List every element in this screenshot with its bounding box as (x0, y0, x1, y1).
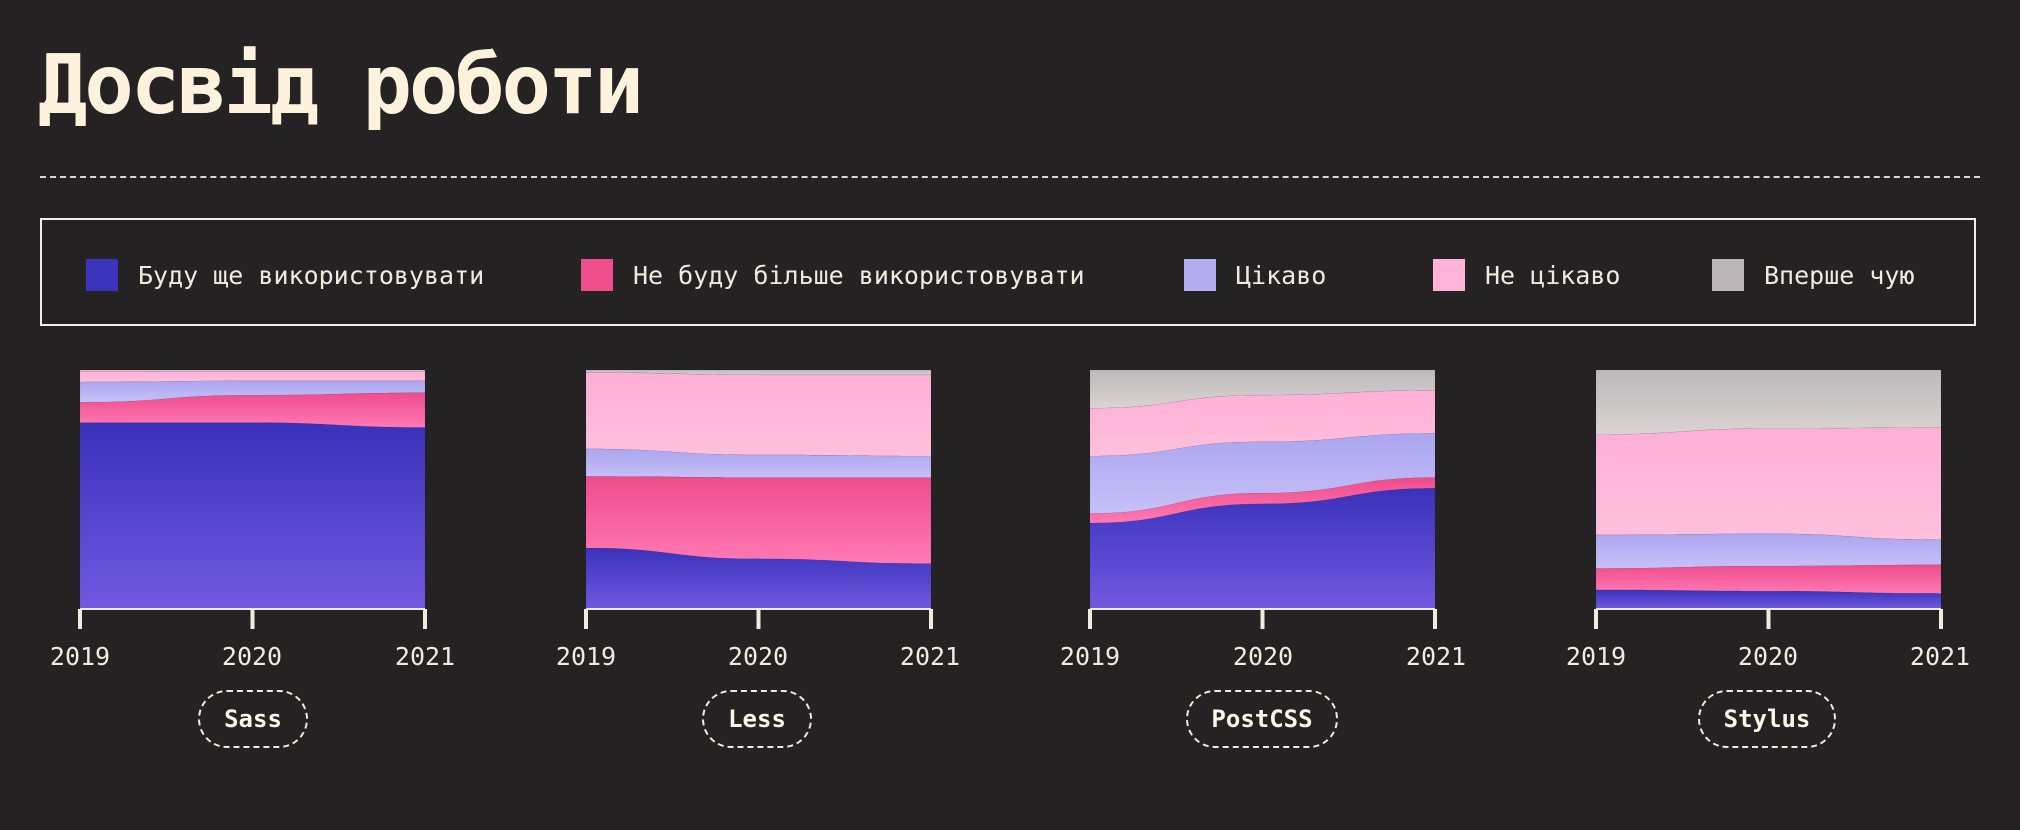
area-never-heard (1089, 369, 1436, 409)
area-will-use-again (1595, 589, 1942, 610)
legend-swatch (1184, 259, 1216, 291)
area-will-not-use (79, 392, 426, 428)
x-tick-label: 2021 (1909, 642, 1971, 671)
area-never-heard (79, 369, 426, 372)
legend-label: Цікаво (1236, 260, 1327, 290)
legend-item-will-not-use: Не буду більше використовувати (581, 259, 1085, 291)
legend-swatch (1433, 259, 1465, 291)
area-not-interested (1089, 390, 1436, 457)
chart-less (584, 369, 933, 629)
legend-swatch (581, 259, 613, 291)
legend-swatch (1712, 259, 1744, 291)
area-interested (585, 448, 932, 478)
legend-item-never-heard: Вперше чую (1712, 259, 1915, 291)
page-title: Досвід роботи (38, 38, 644, 133)
legend-item-interested: Цікаво (1184, 259, 1326, 291)
x-tick-label: 2020 (1232, 642, 1294, 671)
area-will-use-again (1089, 488, 1436, 610)
legend-label: Не буду більше використовувати (633, 260, 1085, 290)
area-not-interested (1595, 427, 1942, 540)
x-tick-label: 2019 (1059, 642, 1121, 671)
area-never-heard (1595, 369, 1942, 435)
area-interested (1595, 533, 1942, 569)
title-divider (40, 176, 1980, 178)
area-will-use-again (79, 422, 426, 610)
x-tick-label: 2021 (899, 642, 961, 671)
area-will-not-use (1089, 477, 1436, 524)
x-tick-label: 2020 (727, 642, 789, 671)
area-will-not-use (585, 476, 932, 564)
chart-title-postcss: PostCSS (1186, 690, 1338, 748)
x-tick-label: 2021 (1405, 642, 1467, 671)
area-never-heard (585, 369, 932, 376)
chart-sass (78, 369, 427, 629)
area-interested (79, 380, 426, 403)
chart-title-less: Less (702, 690, 812, 748)
area-interested (1089, 433, 1436, 514)
legend-item-will-use-again: Буду ще використовувати (86, 259, 484, 291)
area-will-use-again (585, 547, 932, 610)
legend-item-not-interested: Не цікаво (1433, 259, 1620, 291)
legend-label: Не цікаво (1485, 260, 1621, 290)
x-tick-label: 2019 (555, 642, 617, 671)
area-not-interested (585, 372, 932, 457)
chart-stylus (1594, 369, 1943, 629)
chart-legend: Буду ще використовувати Не буду більше в… (40, 218, 1976, 326)
x-tick-label: 2019 (49, 642, 111, 671)
area-not-interested (79, 370, 426, 383)
chart-title-stylus: Stylus (1698, 690, 1836, 748)
area-will-not-use (1595, 564, 1942, 594)
x-tick-label: 2020 (1737, 642, 1799, 671)
legend-label: Буду ще використовувати (138, 260, 485, 290)
x-tick-label: 2021 (394, 642, 456, 671)
chart-title-sass: Sass (198, 690, 308, 748)
x-tick-label: 2020 (221, 642, 283, 671)
legend-label: Вперше чую (1764, 260, 1915, 290)
legend-swatch (86, 259, 118, 291)
chart-postcss (1088, 369, 1437, 629)
x-tick-label: 2019 (1565, 642, 1627, 671)
